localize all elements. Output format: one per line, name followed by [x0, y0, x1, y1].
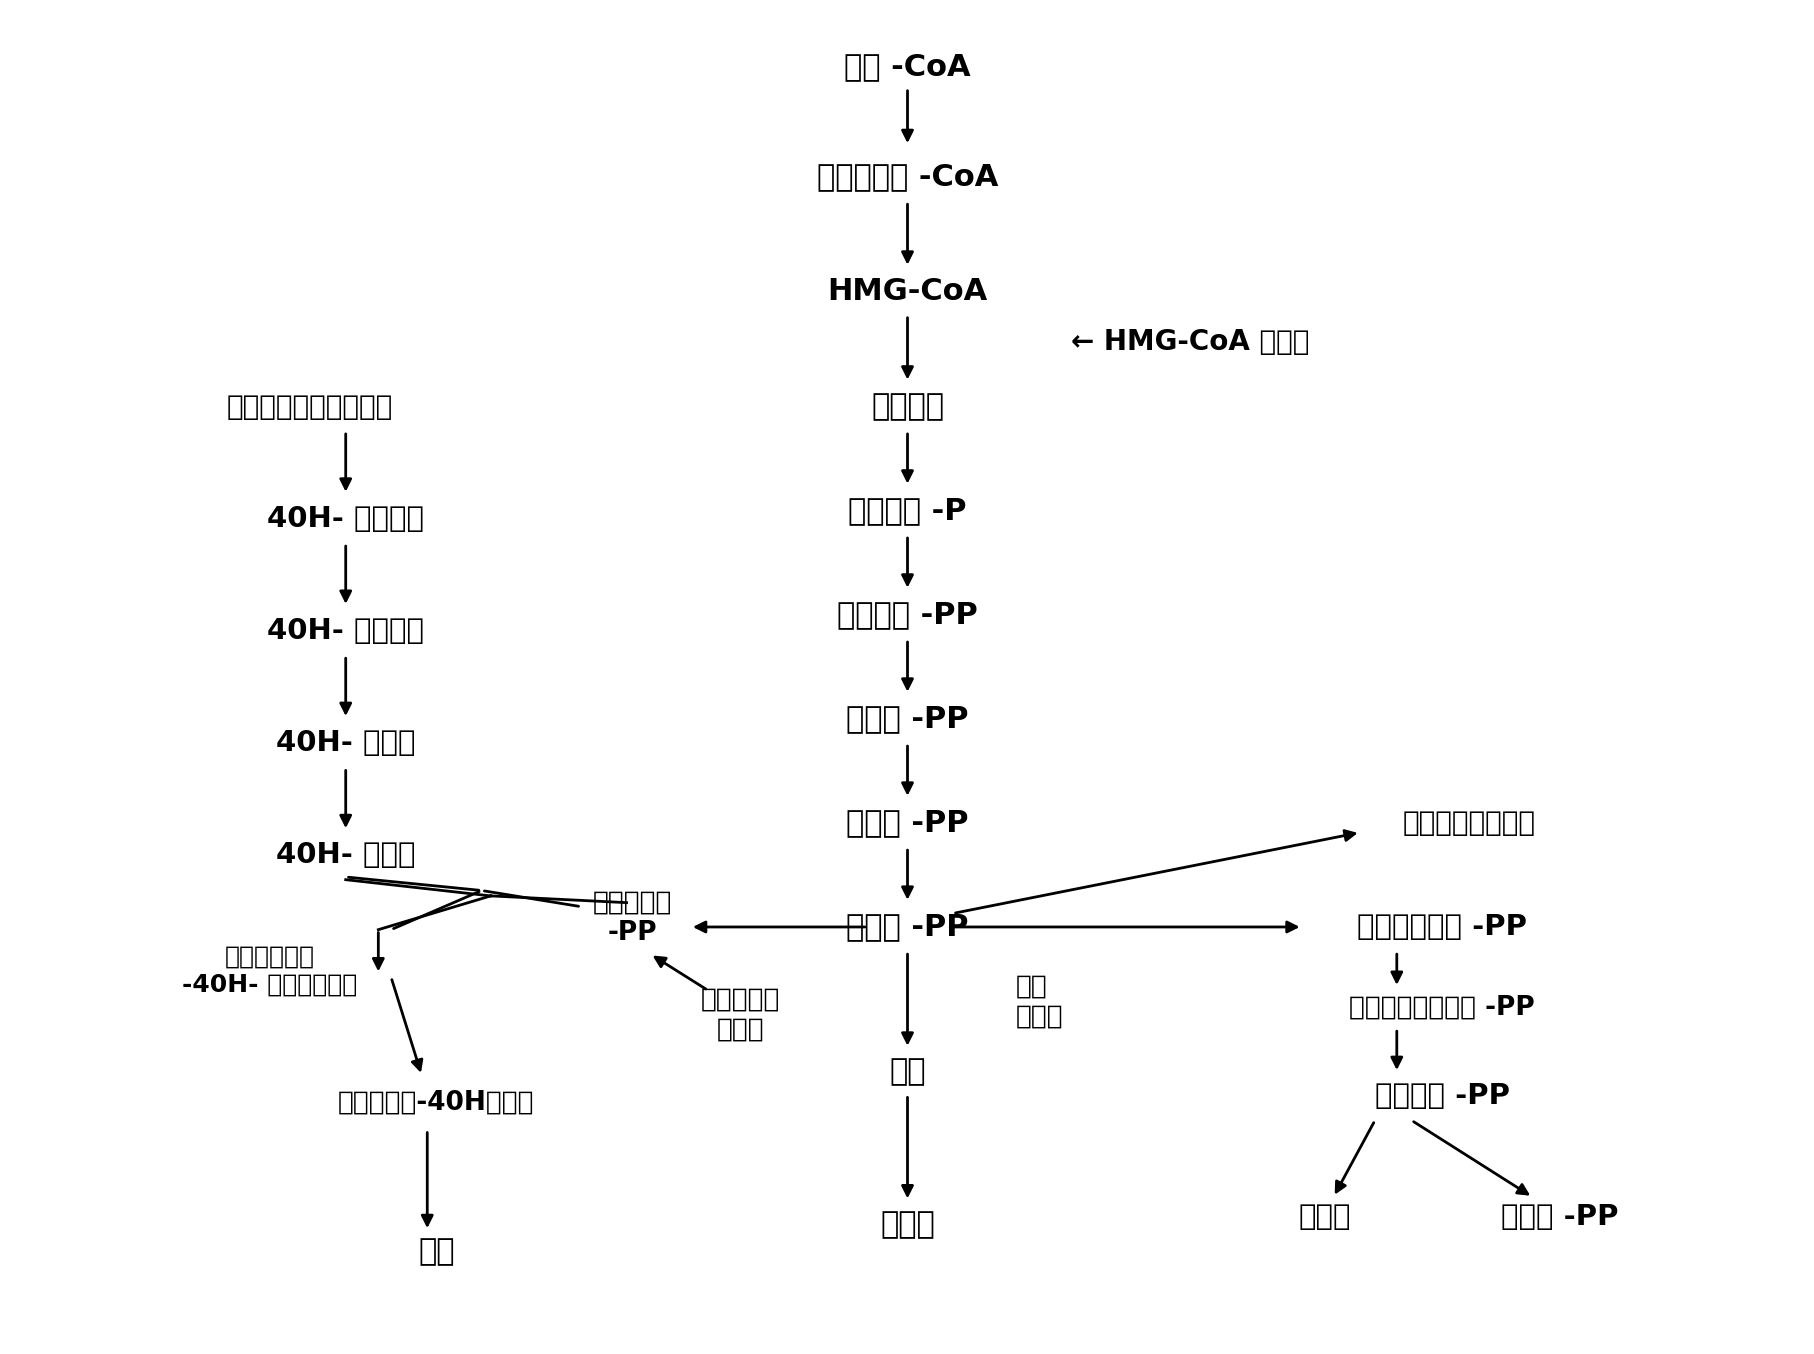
Text: 鲨烯: 鲨烯 — [889, 1057, 925, 1086]
Text: 香叶基香叶基 -PP: 香叶基香叶基 -PP — [1357, 913, 1526, 941]
Text: 多萜醇 -PP: 多萜醇 -PP — [1500, 1204, 1618, 1232]
Text: 酪氨酸（或苯丙氨酸）: 酪氨酸（或苯丙氨酸） — [227, 393, 392, 421]
Text: 甲羟戊酸: 甲羟戊酸 — [871, 393, 943, 421]
Text: 十异戊二烯-40H苯甲酸: 十异戊二烯-40H苯甲酸 — [337, 1090, 535, 1116]
Text: 香叶基 -PP: 香叶基 -PP — [845, 808, 969, 837]
Text: 异戊烯 -PP: 异戊烯 -PP — [845, 704, 969, 734]
Text: 十异戊二烯
-PP: 十异戊二烯 -PP — [591, 890, 671, 945]
Text: 十异戊二烯基
-40H- 苯甲酸转移酶: 十异戊二烯基 -40H- 苯甲酸转移酶 — [181, 944, 357, 997]
Text: 泛醌: 泛醌 — [417, 1236, 454, 1266]
Text: 甲羟戊酸 -PP: 甲羟戊酸 -PP — [836, 600, 978, 630]
Text: 反式异戊烯
转移酶: 反式异戊烯 转移酶 — [700, 987, 780, 1043]
Text: 甲羟戊酸 -P: 甲羟戊酸 -P — [847, 497, 967, 525]
Text: 蛋白质异戊二烯化: 蛋白质异戊二烯化 — [1402, 808, 1535, 837]
Text: ← HMG-CoA 还原酶: ← HMG-CoA 还原酶 — [1070, 328, 1308, 356]
Text: 40H- 苯基乳酸: 40H- 苯基乳酸 — [267, 617, 424, 645]
Text: 40H- 苯甲酸: 40H- 苯甲酸 — [276, 841, 415, 869]
Text: 乙酰乙酰基 -CoA: 乙酰乙酰基 -CoA — [816, 162, 998, 191]
Text: 胆固醇: 胆固醇 — [880, 1209, 934, 1239]
Text: 40H- 苯丙酮酸: 40H- 苯丙酮酸 — [267, 505, 424, 533]
Text: 多萜醇: 多萜醇 — [1297, 1204, 1350, 1232]
Text: 40H- 肉桂酸: 40H- 肉桂酸 — [276, 730, 415, 757]
Text: 顺式异戊烯转移酶 -PP: 顺式异戊烯转移酶 -PP — [1348, 995, 1535, 1021]
Text: 乙酰 -CoA: 乙酰 -CoA — [844, 51, 970, 81]
Text: HMG-CoA: HMG-CoA — [827, 278, 987, 306]
Text: 法尼基 -PP: 法尼基 -PP — [845, 913, 969, 941]
Text: 鲨烯
合成酶: 鲨烯 合成酶 — [1016, 974, 1063, 1029]
Text: 聚异戊烯 -PP: 聚异戊烯 -PP — [1373, 1082, 1509, 1110]
